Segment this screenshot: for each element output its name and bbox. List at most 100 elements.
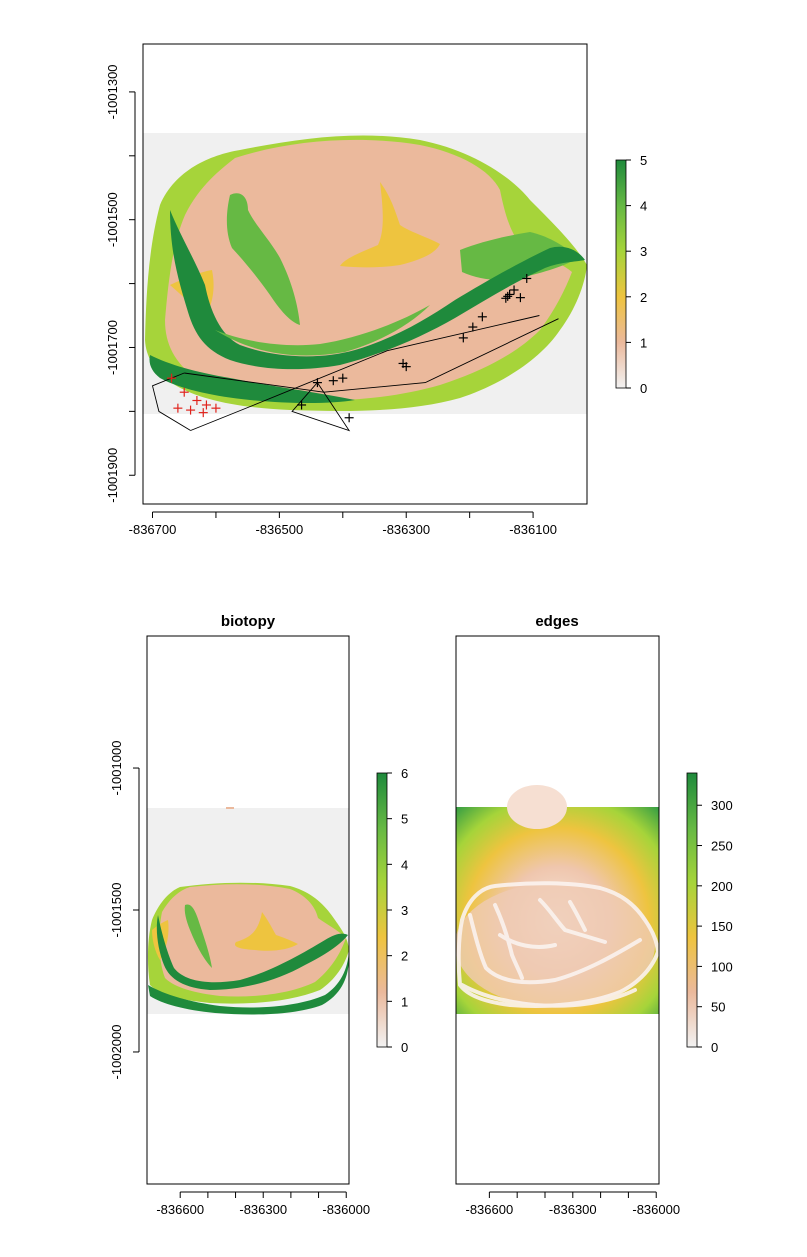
- main-overlay-line: [190, 315, 540, 431]
- main-river-band: [170, 210, 585, 370]
- main-black-points: [297, 273, 532, 423]
- edges-legend-tick-label: 100: [711, 959, 733, 974]
- biotopy-legend-tick-label: 2: [401, 949, 408, 964]
- biotopy-legend: 0 1 2 3 4 5 6: [376, 766, 408, 1055]
- main-body: [165, 139, 572, 401]
- edges-legend-tick-label: 300: [711, 798, 733, 813]
- main-overlay-line: [151, 372, 191, 431]
- biotopy-title: biotopy: [221, 613, 276, 630]
- biotopy-y-tick-label: -1001000: [109, 741, 124, 796]
- black-point: [344, 413, 354, 423]
- black-point: [509, 285, 519, 295]
- main-x-tick-label: -836300: [382, 522, 430, 537]
- main-x-axis: -836700 -836500 -836300 -836100: [129, 511, 557, 537]
- black-point: [522, 273, 532, 283]
- main-green-wedge: [226, 193, 300, 325]
- edges-legend-tick-label: 250: [711, 839, 733, 854]
- main-map-plot: -836700 -836500 -836300 -836100 -1001300-10…: [105, 43, 647, 537]
- main-x-tick-label: -836700: [129, 522, 177, 537]
- biotopy-x-tick-label: -836000: [322, 1202, 370, 1217]
- edges-legend: 0 50 100 150 200 250 300: [686, 772, 733, 1055]
- main-yellow-patch-a: [340, 182, 440, 268]
- main-green-strip: [215, 305, 430, 356]
- biotopy-legend-tick-label: 4: [401, 857, 408, 872]
- main-overlay-line: [291, 382, 351, 432]
- biotopy-legend-tick-label: 1: [401, 994, 408, 1009]
- main-river-lower: [149, 355, 355, 403]
- black-point: [503, 291, 513, 301]
- main-y-tick-label: -1001300: [105, 64, 120, 119]
- main-line-overlay: [151, 315, 559, 432]
- biotopy-legend-tick-label: 6: [401, 766, 408, 781]
- edges-plot: edges -836600 -836300 -836000 0 50 100 150 200…: [455, 613, 733, 1217]
- biotopy-legend-tick-label: 0: [401, 1040, 408, 1055]
- red-point: [201, 400, 211, 410]
- edges-x-tick-label: -836300: [549, 1202, 597, 1217]
- main-legend-bar: [615, 159, 627, 389]
- edges-legend-tick-label: 200: [711, 879, 733, 894]
- edges-raster: [456, 785, 659, 1014]
- edges-x-axis: -836600 -836300 -836000: [466, 1191, 680, 1217]
- main-legend-ticks: 0 1 2 3 4 5: [626, 153, 647, 396]
- biotopy-x-tick-label: -836300: [239, 1202, 287, 1217]
- biotopy-x-tick-label: -836600: [156, 1202, 204, 1217]
- main-legend-tick-label: 0: [640, 381, 647, 396]
- edges-plot-frame: [455, 635, 660, 1185]
- edges-legend-tick-label: 0: [711, 1040, 718, 1055]
- main-green-right: [460, 232, 578, 280]
- main-x-tick-label: -836100: [509, 522, 557, 537]
- main-y-tick-label: -1001500: [105, 192, 120, 247]
- edges-white-outlines: [456, 881, 659, 1008]
- black-point: [515, 293, 525, 303]
- biotopy-green-wedge: [184, 904, 212, 968]
- black-point: [468, 322, 478, 332]
- black-point: [505, 289, 515, 299]
- edges-legend-tick-label: 50: [711, 1000, 725, 1015]
- main-overlay-line: [184, 318, 559, 393]
- biotopy-plot-frame: [146, 635, 350, 1185]
- black-point: [312, 378, 322, 388]
- biotopy-yellow-a: [234, 912, 298, 951]
- red-point: [173, 403, 183, 413]
- black-point: [338, 373, 348, 383]
- biotopy-river: [156, 915, 348, 990]
- main-legend-tick-label: 5: [640, 153, 647, 168]
- biotopy-tiny-mark: [226, 807, 234, 809]
- red-point: [179, 387, 189, 397]
- biotopy-legend-tick-label: 3: [401, 903, 408, 918]
- edges-title: edges: [535, 613, 578, 630]
- biotopy-legend-bar: [376, 772, 388, 1048]
- edges-legend-bar: [686, 772, 698, 1048]
- main-legend-tick-label: 1: [640, 335, 647, 350]
- red-point: [186, 405, 196, 415]
- biotopy-plot: biotopy -836600 -836300 -836000 -1001000-1…: [109, 613, 408, 1217]
- main-legend: 0 1 2 3 4 5: [615, 153, 647, 396]
- main-y-tick-label: -1001900: [105, 448, 120, 503]
- main-plot-frame: [142, 43, 588, 505]
- main-y-axis: -1001300 -1001500 -1001700 -1001900: [105, 64, 136, 503]
- black-point: [501, 293, 511, 303]
- black-point: [401, 362, 411, 372]
- edges-x-tick-label: -836000: [632, 1202, 680, 1217]
- main-red-points: [167, 373, 221, 418]
- biotopy-y-tick-label: -1002000: [109, 1024, 124, 1079]
- black-point: [477, 312, 487, 322]
- main-y-tick-label: -1001700: [105, 320, 120, 375]
- main-legend-tick-label: 3: [640, 244, 647, 259]
- edges-top-bump: [507, 785, 567, 829]
- edges-legend-ticks: 0 50 100 150 200 250 300: [697, 798, 733, 1055]
- black-point: [297, 400, 307, 410]
- main-legend-tick-label: 4: [640, 199, 647, 214]
- biotopy-legend-ticks: 0 1 2 3 4 5 6: [387, 766, 408, 1055]
- biotopy-legend-tick-label: 5: [401, 812, 408, 827]
- biotopy-x-axis: -836600 -836300 -836000: [156, 1191, 370, 1217]
- red-point: [211, 403, 221, 413]
- black-point: [458, 333, 468, 343]
- edges-x-tick-label: -836600: [466, 1202, 514, 1217]
- biotopy-y-tick-label: -1001500: [109, 883, 124, 938]
- biotopy-y-axis: -1001000 -1001500 -1002000: [109, 741, 140, 1079]
- main-legend-tick-label: 2: [640, 290, 647, 305]
- biotopy-raster: [147, 807, 349, 1015]
- main-x-tick-label: -836500: [256, 522, 304, 537]
